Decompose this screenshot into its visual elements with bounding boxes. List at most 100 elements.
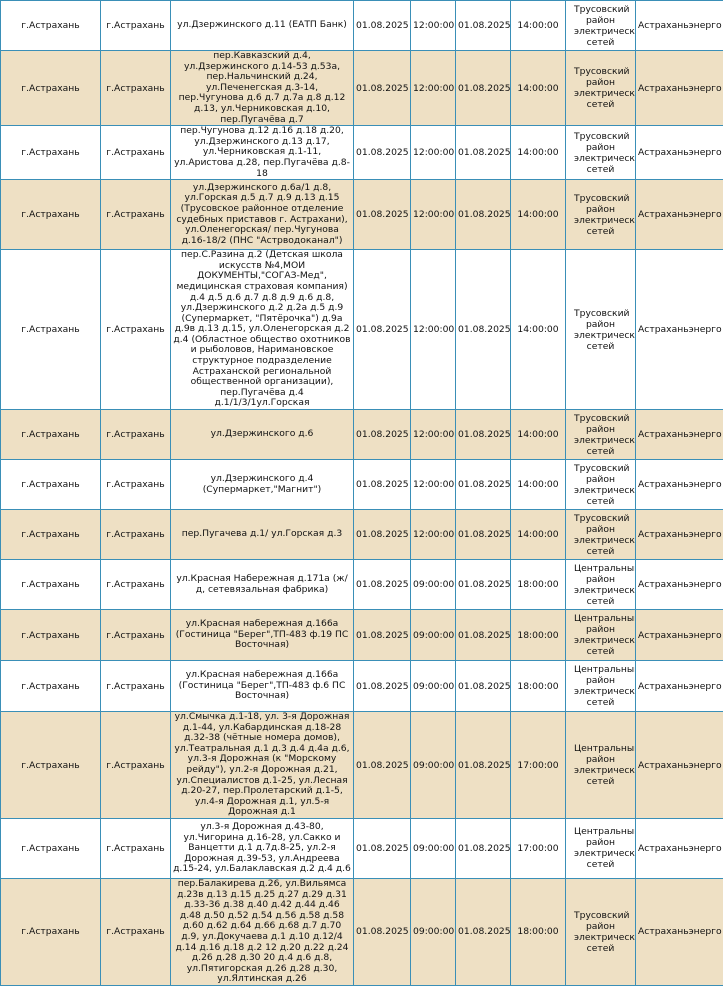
- start-time-cell: 09:00:00: [411, 818, 456, 878]
- start-date-cell: 01.08.2025: [354, 410, 411, 460]
- start-time-cell: 09:00:00: [411, 661, 456, 712]
- city-cell: г.Астрахань: [101, 126, 171, 180]
- address-cell: пер.Чугунова д.12 д.16 д.18 д.20, ул.Дзе…: [171, 126, 354, 180]
- end-time-cell: 14:00:00: [511, 460, 566, 510]
- district-cell: Центральный район электрических сетей: [566, 560, 636, 610]
- start-time-cell: 09:00:00: [411, 878, 456, 985]
- district-cell: Трусовский район электрических сетей: [566, 250, 636, 410]
- city-cell: г.Астрахань: [101, 410, 171, 460]
- address-cell: ул.Красная набережная д.166а (Гостиница …: [171, 610, 354, 661]
- address-cell: ул.Дзержинского д.6: [171, 410, 354, 460]
- company-cell: Астраханьэнерго: [636, 180, 723, 250]
- company-cell: Астраханьэнерго: [636, 126, 723, 180]
- end-time-cell: 14:00:00: [511, 51, 566, 126]
- district-cell: Центральный район электрических сетей: [566, 712, 636, 819]
- company-cell: Астраханьэнерго: [636, 250, 723, 410]
- start-date-cell: 01.08.2025: [354, 460, 411, 510]
- city-cell: г.Астрахань: [101, 1, 171, 51]
- city-cell: г.Астрахань: [101, 610, 171, 661]
- start-date-cell: 01.08.2025: [354, 878, 411, 985]
- region-cell: г.Астрахань: [1, 661, 101, 712]
- city-cell: г.Астрахань: [101, 818, 171, 878]
- start-date-cell: 01.08.2025: [354, 51, 411, 126]
- district-cell: Трусовский район электрических сетей: [566, 51, 636, 126]
- region-cell: г.Астрахань: [1, 1, 101, 51]
- end-time-cell: 14:00:00: [511, 250, 566, 410]
- end-date-cell: 01.08.2025: [456, 250, 511, 410]
- end-time-cell: 14:00:00: [511, 410, 566, 460]
- start-date-cell: 01.08.2025: [354, 126, 411, 180]
- end-time-cell: 17:00:00: [511, 712, 566, 819]
- company-cell: Астраханьэнерго: [636, 878, 723, 985]
- region-cell: г.Астрахань: [1, 610, 101, 661]
- district-cell: Трусовский район электрических сетей: [566, 126, 636, 180]
- end-time-cell: 14:00:00: [511, 180, 566, 250]
- start-date-cell: 01.08.2025: [354, 712, 411, 819]
- district-cell: Центральный район электрических сетей: [566, 661, 636, 712]
- company-cell: Астраханьэнерго: [636, 661, 723, 712]
- end-time-cell: 14:00:00: [511, 510, 566, 560]
- company-cell: Астраханьэнерго: [636, 460, 723, 510]
- start-date-cell: 01.08.2025: [354, 250, 411, 410]
- region-cell: г.Астрахань: [1, 878, 101, 985]
- city-cell: г.Астрахань: [101, 180, 171, 250]
- city-cell: г.Астрахань: [101, 460, 171, 510]
- end-date-cell: 01.08.2025: [456, 1, 511, 51]
- start-date-cell: 01.08.2025: [354, 818, 411, 878]
- region-cell: г.Астрахань: [1, 560, 101, 610]
- address-cell: ул.Смычка д.1-18, ул. 3-я Дорожная д.1-4…: [171, 712, 354, 819]
- end-time-cell: 17:00:00: [511, 818, 566, 878]
- address-cell: пер.С.Разина д.2 (Детская школа искусств…: [171, 250, 354, 410]
- end-time-cell: 18:00:00: [511, 661, 566, 712]
- region-cell: г.Астрахань: [1, 818, 101, 878]
- region-cell: г.Астрахань: [1, 51, 101, 126]
- district-cell: Центральный район электрических сетей: [566, 610, 636, 661]
- end-date-cell: 01.08.2025: [456, 878, 511, 985]
- company-cell: Астраханьэнерго: [636, 1, 723, 51]
- region-cell: г.Астрахань: [1, 510, 101, 560]
- start-time-cell: 12:00:00: [411, 180, 456, 250]
- address-cell: ул.Дзержинского д.6а/1 д.8, ул.Горская д…: [171, 180, 354, 250]
- start-date-cell: 01.08.2025: [354, 510, 411, 560]
- address-cell: ул.3-я Дорожная д.43-80, ул.Чигорина д.1…: [171, 818, 354, 878]
- region-cell: г.Астрахань: [1, 250, 101, 410]
- company-cell: Астраханьэнерго: [636, 410, 723, 460]
- city-cell: г.Астрахань: [101, 560, 171, 610]
- address-cell: ул.Красная Набережная д.171а (ж/д, сетев…: [171, 560, 354, 610]
- company-cell: Астраханьэнерго: [636, 610, 723, 661]
- district-cell: Трусовский район электрических сетей: [566, 410, 636, 460]
- end-time-cell: 14:00:00: [511, 126, 566, 180]
- city-cell: г.Астрахань: [101, 712, 171, 819]
- start-time-cell: 12:00:00: [411, 410, 456, 460]
- district-cell: Трусовский район электрических сетей: [566, 510, 636, 560]
- company-cell: Астраханьэнерго: [636, 712, 723, 819]
- company-cell: Астраханьэнерго: [636, 51, 723, 126]
- end-date-cell: 01.08.2025: [456, 126, 511, 180]
- company-cell: Астраханьэнерго: [636, 560, 723, 610]
- start-date-cell: 01.08.2025: [354, 560, 411, 610]
- district-cell: Центральный район электрических сетей: [566, 818, 636, 878]
- city-cell: г.Астрахань: [101, 510, 171, 560]
- company-cell: Астраханьэнерго: [636, 818, 723, 878]
- address-cell: пер.Балакирева д.26, ул.Вильямса д.23в д…: [171, 878, 354, 985]
- address-cell: пер.Кавказский д.4, ул.Дзержинского д.14…: [171, 51, 354, 126]
- end-time-cell: 14:00:00: [511, 1, 566, 51]
- end-time-cell: 18:00:00: [511, 560, 566, 610]
- start-time-cell: 12:00:00: [411, 126, 456, 180]
- address-cell: пер.Пугачева д.1/ ул.Горская д.3: [171, 510, 354, 560]
- end-time-cell: 18:00:00: [511, 878, 566, 985]
- start-time-cell: 09:00:00: [411, 560, 456, 610]
- start-time-cell: 09:00:00: [411, 712, 456, 819]
- end-date-cell: 01.08.2025: [456, 712, 511, 819]
- end-date-cell: 01.08.2025: [456, 460, 511, 510]
- region-cell: г.Астрахань: [1, 126, 101, 180]
- region-cell: г.Астрахань: [1, 410, 101, 460]
- district-cell: Трусовский район электрических сетей: [566, 180, 636, 250]
